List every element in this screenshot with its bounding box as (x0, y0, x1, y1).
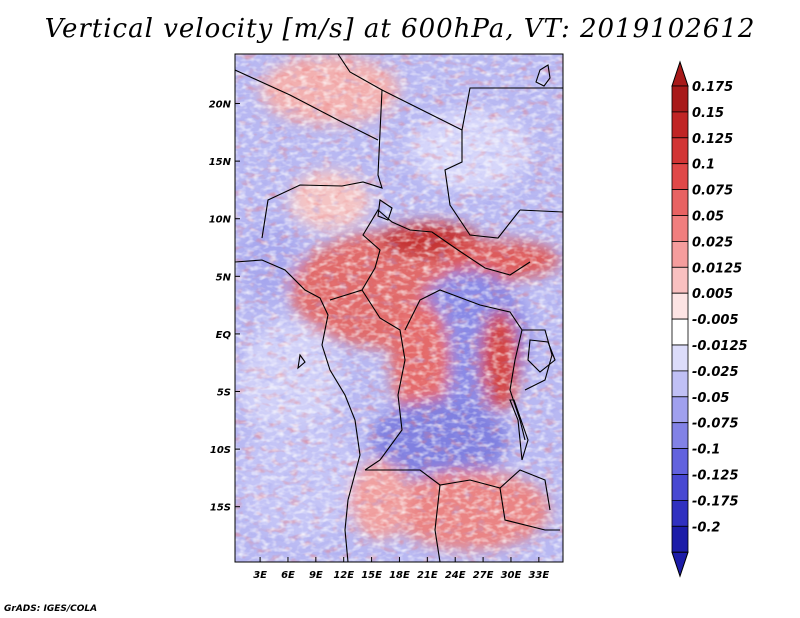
lon-label: 30E (501, 570, 522, 581)
longitude-axis: 3E 6E 9E 12E 15E 18E 21E 24E 27E 30E 33E (253, 557, 549, 581)
colorbar-label: -0.05 (692, 391, 729, 406)
lon-label: 3E (253, 570, 267, 581)
colorbar-label: 0.075 (692, 184, 733, 199)
lon-label: 33E (528, 570, 549, 581)
colorbar-swatch (671, 499, 689, 527)
lat-label: 15N (209, 157, 232, 168)
colorbar-label: -0.175 (692, 494, 739, 509)
colorbar-label: -0.1 (692, 443, 720, 458)
colorbar-label: -0.075 (692, 417, 739, 432)
credit-text: GrADS: IGES/COLA (4, 604, 98, 614)
colorbar-bottom-arrow (671, 551, 689, 578)
colorbar-label: 0.175 (692, 80, 733, 95)
colorbar-label: -0.0125 (692, 339, 748, 354)
colorbar-swatch (671, 396, 689, 424)
colorbar-swatch (671, 266, 689, 294)
colorbar-label: -0.125 (692, 469, 739, 484)
lat-label: 15S (210, 503, 231, 514)
colorbar-label: 0.0125 (692, 261, 742, 276)
lat-label: 10N (209, 215, 232, 226)
colorbar-swatch (671, 292, 689, 320)
lat-label: 5S (217, 388, 231, 399)
colorbar-label: 0.1 (692, 158, 715, 173)
colorbar-swatch (671, 525, 689, 553)
colorbar-swatch (671, 85, 689, 113)
colorbar-top-arrow (671, 60, 689, 87)
country-borders (235, 54, 563, 562)
colorbar-swatch (671, 137, 689, 165)
lon-label: 21E (417, 570, 438, 581)
lon-label: 27E (473, 570, 494, 581)
colorbar-swatch (671, 163, 689, 190)
colorbar-swatch (671, 189, 689, 216)
colorbar-label: 0.025 (692, 235, 733, 250)
colorbar-label: 0.05 (692, 210, 724, 225)
lon-label: 18E (389, 570, 410, 581)
lon-label: 9E (309, 570, 323, 581)
colorbar-swatch (671, 422, 689, 450)
velocity-field (235, 54, 563, 562)
colorbar-swatch (671, 318, 689, 346)
colorbar: 0.175 0.15 0.125 0.1 0.075 0.05 0.025 0.0125 0.0… (671, 60, 748, 578)
lon-label: 12E (333, 570, 354, 581)
lon-label: 6E (281, 570, 295, 581)
lat-label: EQ (216, 330, 232, 341)
colorbar-swatch (671, 370, 689, 398)
lat-label: 5N (216, 272, 232, 283)
colorbar-label: -0.2 (692, 520, 720, 535)
colorbar-swatch (671, 344, 689, 372)
colorbar-swatch (671, 474, 689, 501)
colorbar-label: -0.025 (692, 365, 739, 380)
colorbar-swatch (671, 215, 689, 242)
colorbar-label: 0.15 (692, 106, 724, 121)
colorbar-swatch (671, 111, 689, 139)
lon-label: 15E (361, 570, 382, 581)
latitude-axis: 20N 15N 10N 5N EQ 5S 10S 15S (209, 100, 240, 514)
colorbar-label: 0.005 (692, 287, 733, 302)
colorbar-swatch (671, 448, 689, 475)
colorbar-swatch (671, 240, 689, 268)
colorbar-label: 0.125 (692, 132, 733, 147)
colorbar-label: -0.005 (692, 313, 739, 328)
lon-label: 24E (445, 570, 466, 581)
lat-label: 10S (210, 445, 231, 456)
map-title: Vertical velocity [m/s] at 600hPa, VT: 2… (44, 14, 756, 44)
lat-label: 20N (209, 100, 232, 111)
